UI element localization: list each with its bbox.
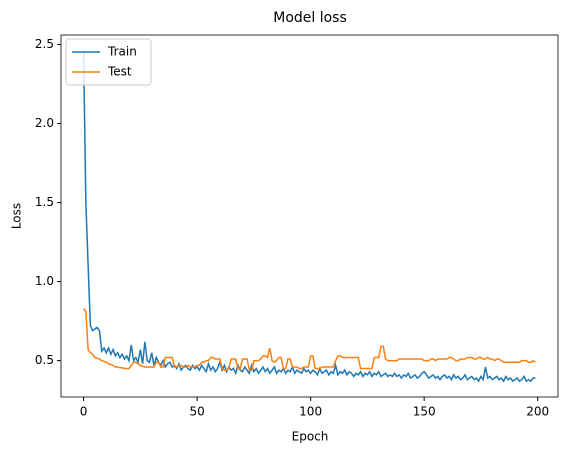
- legend-label: Train: [107, 45, 137, 59]
- y-tick-label: 2.0: [35, 116, 54, 130]
- chart-title: Model loss: [273, 10, 347, 26]
- line-series: [82, 52, 536, 383]
- legend-label: Test: [107, 65, 132, 79]
- x-tick-label: 50: [189, 405, 204, 419]
- y-tick-label: 1.0: [35, 274, 54, 288]
- x-tick-label: 200: [526, 405, 549, 419]
- y-tick-label: 2.5: [35, 37, 54, 51]
- legend-box: [65, 38, 152, 86]
- line-series: [82, 308, 536, 371]
- x-tick-label: 0: [80, 405, 88, 419]
- y-tick-label: 1.5: [35, 195, 54, 209]
- x-axis-label: Epoch: [292, 430, 329, 444]
- y-axis-label: Loss: [10, 203, 24, 229]
- x-tick-label: 150: [413, 405, 436, 419]
- x-tick-label: 100: [299, 405, 322, 419]
- axes-frame: [60, 34, 559, 398]
- y-tick-label: 0.5: [35, 353, 54, 367]
